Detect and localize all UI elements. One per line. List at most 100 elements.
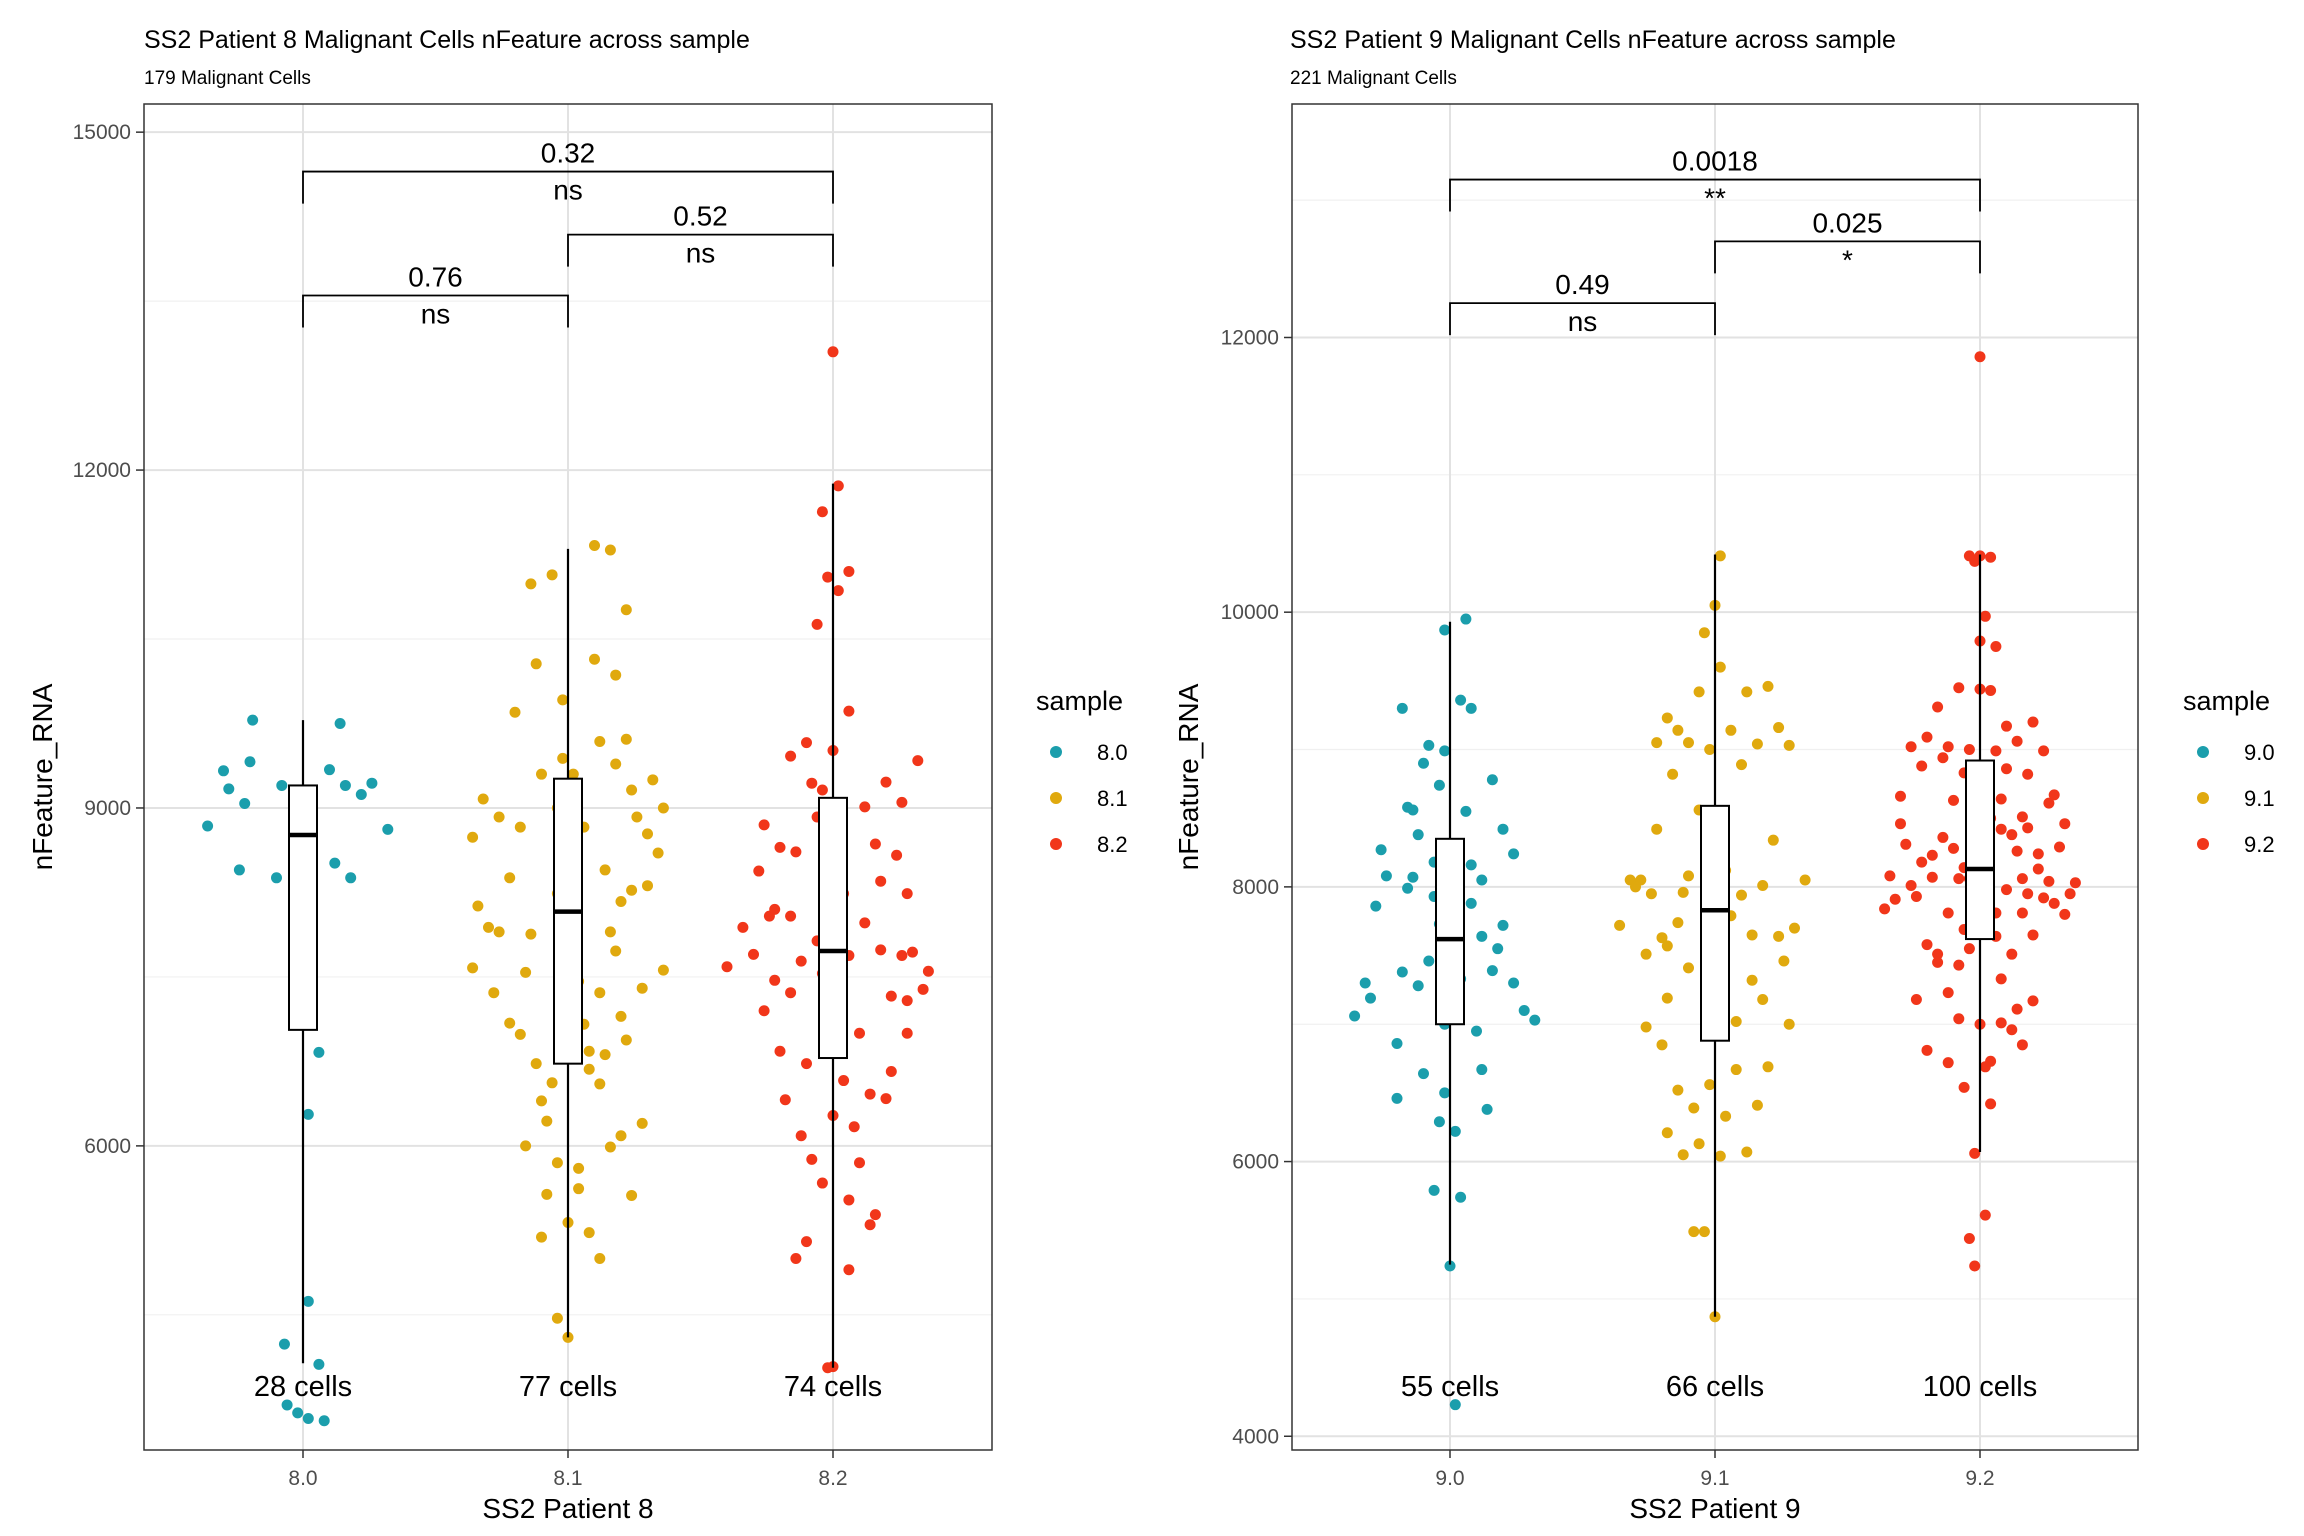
box-plots xyxy=(288,483,848,1368)
data-point xyxy=(202,820,214,832)
data-point xyxy=(2022,768,2034,780)
data-point xyxy=(2032,863,2044,875)
data-point xyxy=(467,831,479,843)
cell-count-labels: 55 cells 66 cells 100 cells xyxy=(1401,1371,2037,1403)
data-point xyxy=(594,987,606,999)
data-point xyxy=(816,1177,828,1189)
data-point xyxy=(721,961,733,973)
data-point xyxy=(1958,1081,1970,1093)
data-point xyxy=(1402,801,1414,813)
data-point xyxy=(2032,848,2044,860)
significance-label: ns xyxy=(1568,306,1598,337)
data-point xyxy=(1698,627,1710,639)
data-point xyxy=(1439,1087,1451,1099)
data-point xyxy=(483,921,494,933)
data-point xyxy=(1751,738,1763,750)
data-point xyxy=(822,1362,834,1374)
data-point xyxy=(1645,888,1657,900)
p-value-label: 0.49 xyxy=(1555,269,1610,300)
data-point xyxy=(620,604,632,616)
data-point xyxy=(1773,930,1785,942)
cell-count-label: 74 cells xyxy=(784,1371,882,1403)
data-point xyxy=(859,917,871,929)
data-point xyxy=(1963,1232,1975,1244)
data-point xyxy=(610,669,622,681)
data-point xyxy=(2006,948,2018,960)
cell-count-label: 100 cells xyxy=(1923,1371,2037,1403)
bracket-line xyxy=(1449,178,1981,212)
p-value-label: 0.32 xyxy=(541,138,596,169)
data-point xyxy=(1730,1064,1742,1076)
data-point xyxy=(1455,694,1467,706)
data-point xyxy=(594,1078,606,1090)
data-point xyxy=(769,903,781,915)
data-point xyxy=(546,1077,558,1089)
data-point xyxy=(758,819,770,831)
data-point xyxy=(1714,550,1726,562)
data-point xyxy=(467,962,479,974)
chart-title: SS2 Patient 8 Malignant Cells nFeature a… xyxy=(144,26,750,54)
data-point xyxy=(1370,900,1382,912)
data-point xyxy=(843,1194,855,1206)
y-tick-label: 9000 xyxy=(84,797,131,820)
significance-label: * xyxy=(1842,244,1853,275)
data-point xyxy=(1884,870,1896,882)
data-point xyxy=(604,926,616,938)
data-point xyxy=(573,1162,585,1174)
data-point xyxy=(1921,1044,1933,1056)
data-point xyxy=(1449,1125,1461,1137)
data-point xyxy=(2048,789,2060,801)
data-point xyxy=(1751,1099,1763,1111)
data-point xyxy=(652,847,664,859)
data-point xyxy=(2022,888,2034,900)
data-point xyxy=(1402,882,1414,894)
data-point xyxy=(1762,680,1774,692)
data-point xyxy=(1741,1146,1753,1158)
data-point xyxy=(854,1157,865,1169)
legend-label: 8.1 xyxy=(1097,786,1128,811)
bracket-line xyxy=(302,170,834,204)
data-point xyxy=(1460,805,1472,817)
data-point xyxy=(1762,1061,1774,1073)
data-point xyxy=(1656,932,1668,944)
data-point xyxy=(1953,873,1965,885)
data-point xyxy=(912,755,924,767)
data-point xyxy=(774,841,786,853)
data-point xyxy=(1916,760,1928,772)
data-point xyxy=(271,872,282,884)
data-point xyxy=(2027,929,2039,941)
data-point xyxy=(1380,870,1392,882)
data-point xyxy=(504,872,516,884)
data-point xyxy=(1730,1015,1742,1027)
data-point xyxy=(1418,757,1429,769)
data-point xyxy=(355,788,367,800)
data-point xyxy=(864,1088,876,1100)
x-tick-label: 9.0 xyxy=(1435,1467,1464,1490)
data-point xyxy=(626,884,638,896)
data-point xyxy=(1640,1021,1652,1033)
data-point xyxy=(504,1017,516,1029)
x-tick-label: 8.2 xyxy=(818,1467,847,1490)
data-point xyxy=(1614,919,1626,931)
data-point xyxy=(907,946,918,958)
data-point xyxy=(1677,886,1689,898)
data-point xyxy=(1704,744,1716,756)
x-axis-label: SS2 Patient 9 xyxy=(1629,1493,1800,1524)
data-point xyxy=(1783,1018,1795,1030)
data-point xyxy=(636,1117,648,1129)
data-point xyxy=(573,1183,585,1195)
data-point xyxy=(827,346,839,358)
data-point xyxy=(1661,992,1673,1004)
data-point xyxy=(854,1027,865,1039)
data-point xyxy=(1953,682,1965,694)
x-tick-label: 8.0 xyxy=(288,1467,317,1490)
data-point xyxy=(472,900,484,912)
data-point xyxy=(281,1399,293,1411)
data-point xyxy=(901,995,913,1007)
data-point xyxy=(737,921,749,933)
data-point xyxy=(1783,739,1795,751)
data-point xyxy=(2016,1039,2028,1051)
data-point xyxy=(1439,745,1451,757)
data-point xyxy=(1963,744,1975,756)
